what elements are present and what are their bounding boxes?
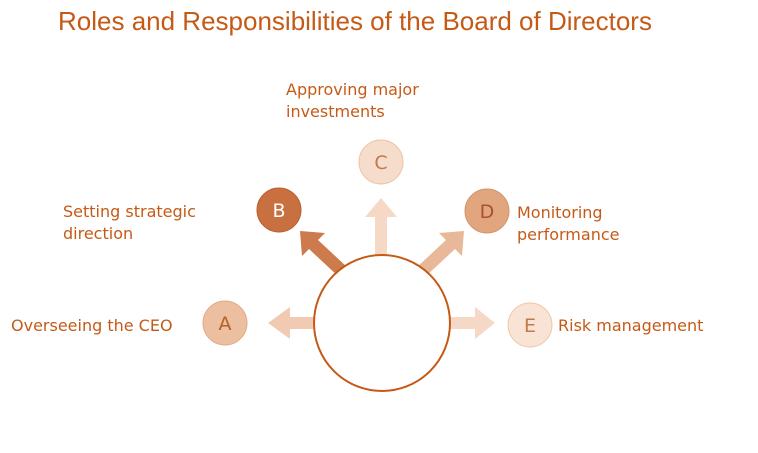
center-circle <box>313 254 451 392</box>
arrow-c <box>365 198 397 258</box>
node-b: B <box>256 187 302 233</box>
node-d-letter: D <box>480 201 495 223</box>
arrow-a <box>268 307 316 339</box>
arrow-d <box>416 231 464 277</box>
page-title: Roles and Responsibilities of the Board … <box>58 6 652 36</box>
arrow-b <box>300 231 348 277</box>
label-c-line1: Approving major <box>286 80 419 99</box>
label-e: Risk management <box>558 316 703 335</box>
label-a: Overseeing the CEO <box>11 316 173 335</box>
label-d-line2: performance <box>517 225 619 244</box>
label-d-line1: Monitoring <box>517 203 603 222</box>
node-a-letter: A <box>219 313 232 335</box>
node-c-letter: C <box>374 152 387 174</box>
label-c-line2: investments <box>286 102 385 121</box>
node-a: A <box>202 300 248 346</box>
label-b-line2: direction <box>63 224 133 243</box>
arrow-e <box>449 307 495 339</box>
label-b-line1: Setting strategic <box>63 202 196 221</box>
node-e: E <box>507 302 553 348</box>
node-b-letter: B <box>272 200 285 222</box>
node-d: D <box>464 188 510 234</box>
node-e-letter: E <box>524 315 536 337</box>
node-c: C <box>358 139 404 185</box>
